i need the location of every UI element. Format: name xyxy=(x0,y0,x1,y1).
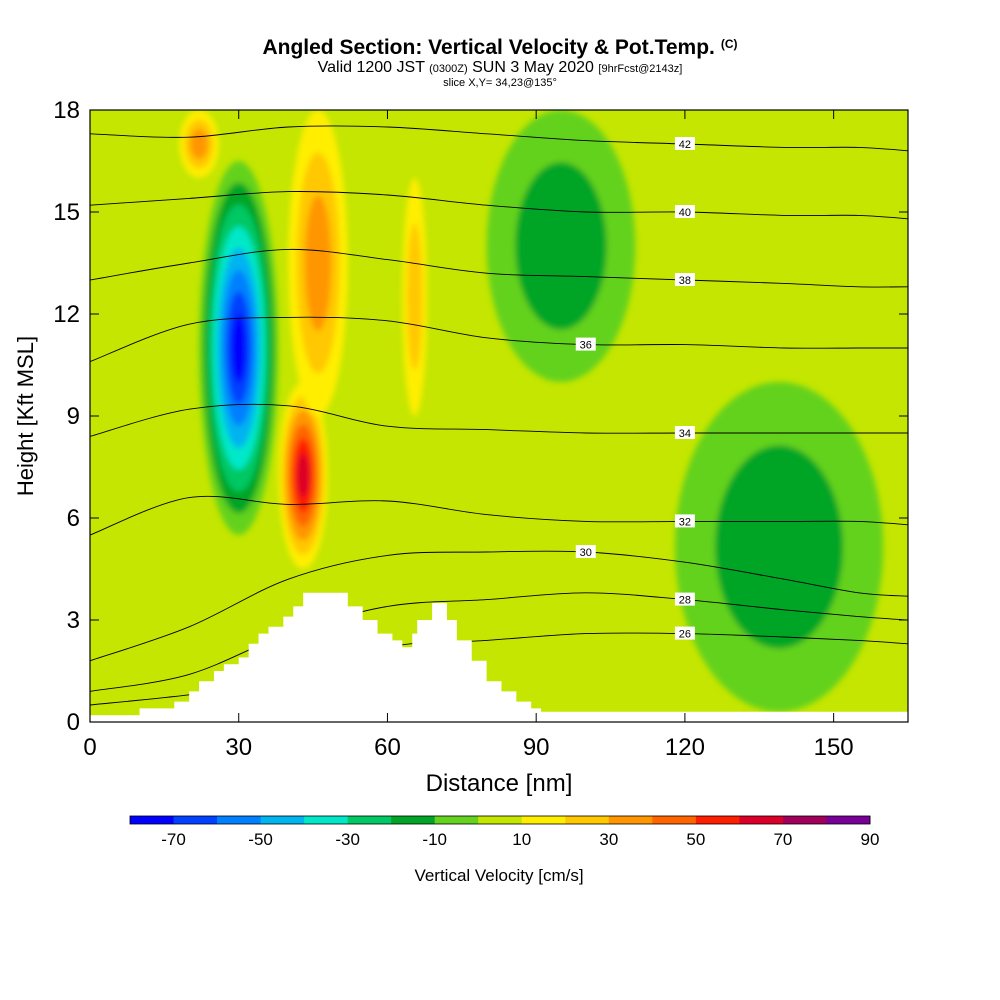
colorbar-swatch xyxy=(739,816,784,824)
theta-contour-label: 26 xyxy=(679,629,691,641)
y-tick-label: 6 xyxy=(67,505,80,532)
theta-contour-line xyxy=(90,316,908,363)
colorbar-tick-label: -50 xyxy=(248,830,273,849)
colorbar-swatch xyxy=(217,816,262,824)
y-tick-label: 3 xyxy=(67,607,80,634)
theta-contour-label: 36 xyxy=(580,340,592,352)
colorbar-tick-label: -10 xyxy=(422,830,447,849)
theta-contour-line xyxy=(90,592,908,692)
colorbar-swatch xyxy=(782,816,827,824)
theta-contour-label-bg xyxy=(674,592,695,606)
x-tick-label: 60 xyxy=(374,734,401,761)
theta-contour-label: 34 xyxy=(679,428,691,440)
velocity-feature-subsidence_region_90 xyxy=(515,162,607,330)
slice-label: slice X,Y= 34,23@135° xyxy=(443,77,557,89)
colorbar-frame xyxy=(129,815,871,825)
velocity-feature-updraft_top_left xyxy=(190,128,208,160)
colorbar-tick-label: -70 xyxy=(161,830,186,849)
velocity-feature-updraft_core xyxy=(297,452,310,499)
terrain-base xyxy=(90,715,908,722)
colorbar-swatch xyxy=(173,816,218,824)
colorbar-swatch xyxy=(391,816,436,824)
x-axis-label: Distance [nm] xyxy=(426,770,573,797)
theta-contour-line xyxy=(90,495,908,536)
theta-contour-label: 28 xyxy=(679,595,691,607)
y-tick-label: 0 xyxy=(67,709,80,736)
x-tick-label: 150 xyxy=(814,734,854,761)
chart-title: Angled Section: Vertical Velocity & Pot.… xyxy=(0,36,1000,60)
forecast-label: [9hrFcst@2143z] xyxy=(598,63,683,75)
colorbar-swatch xyxy=(260,816,305,824)
colorbar-swatch xyxy=(478,816,523,824)
colorbar-swatch xyxy=(130,816,175,824)
theta-contour-line xyxy=(90,248,908,288)
theta-contour-label: 38 xyxy=(679,275,691,287)
velocity-feature-updraft_band_upper xyxy=(304,195,332,331)
theta-contour-line xyxy=(90,550,908,662)
colorbar-tick-label: 10 xyxy=(512,830,531,849)
y-axis-label: Height [Kft MSL] xyxy=(13,336,38,496)
colorbar: -70 -50 -30 -10 10 30 50 70 90 xyxy=(129,815,880,849)
theta-contour-label: 42 xyxy=(679,139,691,151)
chart-title-text: Angled Section: Vertical Velocity & Pot.… xyxy=(262,36,715,59)
colorbar-swatch xyxy=(565,816,610,824)
theta-contour-label: 40 xyxy=(679,207,691,219)
theta-contours: 26 28 30 32 34 36 38 40 42 xyxy=(90,125,908,706)
theta-contour-label: 32 xyxy=(679,516,691,528)
colorbar-tick-label: 70 xyxy=(773,830,792,849)
velocity-feature-downdraft_core xyxy=(231,313,247,383)
x-tick-label: 120 xyxy=(665,734,705,761)
colorbar-tick-label: 30 xyxy=(599,830,618,849)
colorbar-swatch xyxy=(347,816,392,824)
plot-area: 26 28 30 32 34 36 38 40 42 xyxy=(90,110,908,722)
theta-contour-label-bg xyxy=(674,426,695,439)
theta-contour-label-bg xyxy=(674,514,695,528)
x-tick-label: 30 xyxy=(225,734,252,761)
x-tick-label: 90 xyxy=(523,734,550,761)
colorbar-label: Vertical Velocity [cm/s] xyxy=(414,866,583,885)
colorbar-swatch xyxy=(695,816,740,824)
chart-title-mark: (C) xyxy=(720,37,738,51)
theta-contour-line xyxy=(90,191,908,220)
colorbar-tick-label: 50 xyxy=(686,830,705,849)
valid-date: SUN 3 May 2020 xyxy=(472,59,594,76)
theta-contour-line xyxy=(90,125,908,152)
chart-subtitle: Valid 1200 JST (0300Z) SUN 3 May 2020 [9… xyxy=(0,59,1000,77)
y-tick-label: 9 xyxy=(67,403,80,430)
y-tick-label: 18 xyxy=(53,97,80,124)
colorbar-tick-label: -30 xyxy=(335,830,360,849)
colorbar-swatch xyxy=(304,816,349,824)
valid-utc: (0300Z) xyxy=(429,63,468,75)
x-tick-label: 0 xyxy=(83,734,96,761)
y-tick-label: 12 xyxy=(53,301,80,328)
theta-contour-label-bg xyxy=(674,273,695,286)
colorbar-tick-label: 90 xyxy=(861,830,880,849)
velocity-feature-updraft_band_65 xyxy=(407,223,423,371)
colorbar-swatch xyxy=(434,816,479,824)
theta-contour-label-bg xyxy=(575,545,596,558)
theta-contour-line xyxy=(90,403,908,437)
theta-contour-label: 30 xyxy=(580,547,592,559)
y-tick-label: 15 xyxy=(53,199,80,226)
theta-contour-label-bg xyxy=(674,205,695,218)
valid-prefix: Valid 1200 JST xyxy=(317,59,425,76)
theta-contour-label-bg xyxy=(674,626,695,640)
colorbar-swatch xyxy=(521,816,566,824)
colorbar-swatch xyxy=(608,816,653,824)
velocity-features xyxy=(179,110,884,712)
theta-contour-label-bg xyxy=(575,337,596,351)
colorbar-swatch xyxy=(826,816,871,824)
colorbar-swatch xyxy=(652,816,697,824)
theta-contour-label-bg xyxy=(674,137,695,150)
velocity-feature-subsidence_region_120 xyxy=(715,445,844,649)
terrain xyxy=(139,592,908,722)
